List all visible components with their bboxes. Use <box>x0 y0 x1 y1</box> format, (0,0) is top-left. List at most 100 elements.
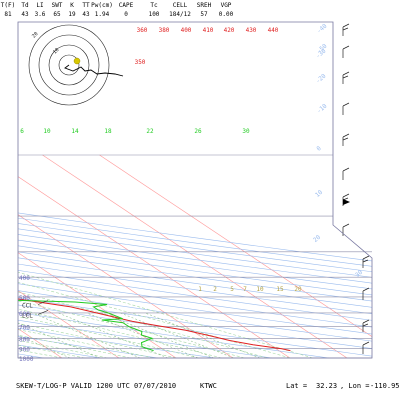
index-label: LI <box>36 2 44 9</box>
footer-lon-label: , Lon = <box>340 382 370 390</box>
pressure-tick-label: 500 <box>19 295 30 302</box>
pressure-tick-label: 400 <box>19 275 30 282</box>
indices-value-row: 81 43 3.6 65 19 43 1.94 0 100 184/12 57 0.00 <box>0 11 400 21</box>
wind-barb-flag <box>362 341 370 346</box>
isotherm-line <box>18 154 120 358</box>
moist-adiabat-line <box>18 224 222 358</box>
mixing-ratio-line <box>18 312 101 358</box>
dry-adiabat-line <box>18 154 372 358</box>
mixing-ratio-label: 10 <box>256 286 264 293</box>
index-label: TT <box>82 2 90 9</box>
footer-station: KTWC <box>200 382 217 390</box>
index-value: 100 <box>148 11 160 18</box>
wind-barb-flag <box>342 133 350 138</box>
isotherm-label: 410 <box>203 27 214 34</box>
wind-barb-flag <box>362 323 369 327</box>
hodograph-ring-label: 20 <box>31 31 40 40</box>
pressure-tick-label: 600 <box>19 311 30 318</box>
mixing-ratio-label: 15 <box>276 286 284 293</box>
mixing-ratio-label: 18 <box>104 128 112 135</box>
mixing-ratio-label: 2 <box>213 286 217 293</box>
index-value: 65 <box>53 11 61 18</box>
moist-adiabat-line <box>18 224 199 358</box>
index-label: Tc <box>150 2 158 9</box>
index-label: SREH <box>196 2 212 9</box>
index-value: 43 <box>82 11 90 18</box>
hodograph-ring <box>48 44 90 86</box>
hodograph: 2010 <box>28 24 124 106</box>
dry-adiabat-line <box>18 154 372 358</box>
index-value: 0.00 <box>218 11 234 18</box>
index-label: K <box>70 2 74 9</box>
dry-adiabat-line <box>18 154 216 358</box>
isotherm-line <box>18 154 234 358</box>
wind-barb-flag <box>362 259 369 263</box>
dry-adiabat-line <box>18 154 273 358</box>
hodograph-ring <box>28 24 110 106</box>
dry-adiabat-line <box>18 154 330 358</box>
isotherm-label: 360 <box>137 27 148 34</box>
wind-barb-flag <box>342 27 349 31</box>
mixing-ratio-label: 14 <box>71 128 79 135</box>
isotherm-label-right: -20 <box>315 72 328 85</box>
isotherm-label: 400 <box>181 27 192 34</box>
pressure-tick-label: 700 <box>19 325 30 332</box>
dry-adiabat-line <box>18 154 372 358</box>
index-label: SWT <box>51 2 63 9</box>
index-label: Td <box>21 2 29 9</box>
isotherm-line <box>18 154 291 358</box>
dry-adiabat-line <box>18 154 372 358</box>
wind-barb-flag <box>342 193 350 198</box>
dry-adiabat-line <box>18 154 372 358</box>
grid-labels: 1000 900 800 700 600 500 400 360 380 400 410 420 430… <box>19 22 364 363</box>
wind-barb-flag <box>342 102 350 107</box>
mixing-ratio-label: 30 <box>242 128 250 135</box>
dry-adiabat-line <box>18 154 372 358</box>
wind-barb-flag <box>362 319 370 324</box>
isotherm-label-right: 0 <box>315 145 323 153</box>
index-label: CELL <box>172 2 188 9</box>
isotherm-label-right: 30 <box>354 269 364 279</box>
wind-barb-pennant <box>343 199 350 205</box>
mixing-ratio-line <box>32 312 141 358</box>
hodograph-ring-label: 10 <box>52 47 61 56</box>
mixing-ratio-label: 1 <box>198 286 202 293</box>
index-value: 43 <box>21 11 29 18</box>
index-label: T(F) <box>0 2 16 9</box>
index-value: 57 <box>200 11 208 18</box>
mixing-ratio-label: 6 <box>20 128 24 135</box>
mixing-ratio-label: 20 <box>294 286 302 293</box>
pressure-tick-label: 1000 <box>19 356 34 363</box>
mixing-ratio-label: 10 <box>43 128 51 135</box>
mixing-ratio-label: 26 <box>194 128 202 135</box>
wind-barbs <box>342 23 370 354</box>
isotherm-line <box>42 154 348 358</box>
footer-lat-label: Lat = <box>286 382 308 390</box>
wind-barb-flag <box>342 137 349 141</box>
isotherm-label-right: 20 <box>312 234 322 244</box>
storm-motion-marker <box>73 57 81 65</box>
indices-header: T(F) Td LI SWT K TT Pw(cm) CAPE Tc CELL SREH VGP 81… <box>0 0 400 22</box>
wind-barb-flag <box>362 287 370 292</box>
wind-barb-flag <box>362 255 370 260</box>
isotherm-label-right: -10 <box>316 102 329 115</box>
dry-adiabat-line <box>18 154 372 358</box>
isotherm-label: 350 <box>135 59 146 66</box>
temperature-line <box>18 154 291 352</box>
level-mark-label: CCL <box>22 302 33 309</box>
isotherm-line <box>0 155 5 358</box>
index-value: 1.94 <box>94 11 110 18</box>
index-value: 184/12 <box>169 11 191 18</box>
mixing-ratio-line <box>145 312 261 358</box>
mixing-ratio-label: 7 <box>243 286 247 293</box>
isotherm-label: 420 <box>224 27 235 34</box>
level-mark-arrow <box>37 310 49 315</box>
wind-barb-flag <box>342 223 350 228</box>
index-value: 0 <box>124 11 128 18</box>
moist-adiabat-line <box>18 224 245 358</box>
index-label: VGP <box>220 2 232 9</box>
pressure-tick-label: 800 <box>19 336 30 343</box>
index-value: 3.6 <box>34 11 46 18</box>
index-label: CAPE <box>118 2 134 9</box>
footer-bar: SKEW-T/LOG-P VALID 1200 UTC 07/07/2010 K… <box>0 380 400 394</box>
